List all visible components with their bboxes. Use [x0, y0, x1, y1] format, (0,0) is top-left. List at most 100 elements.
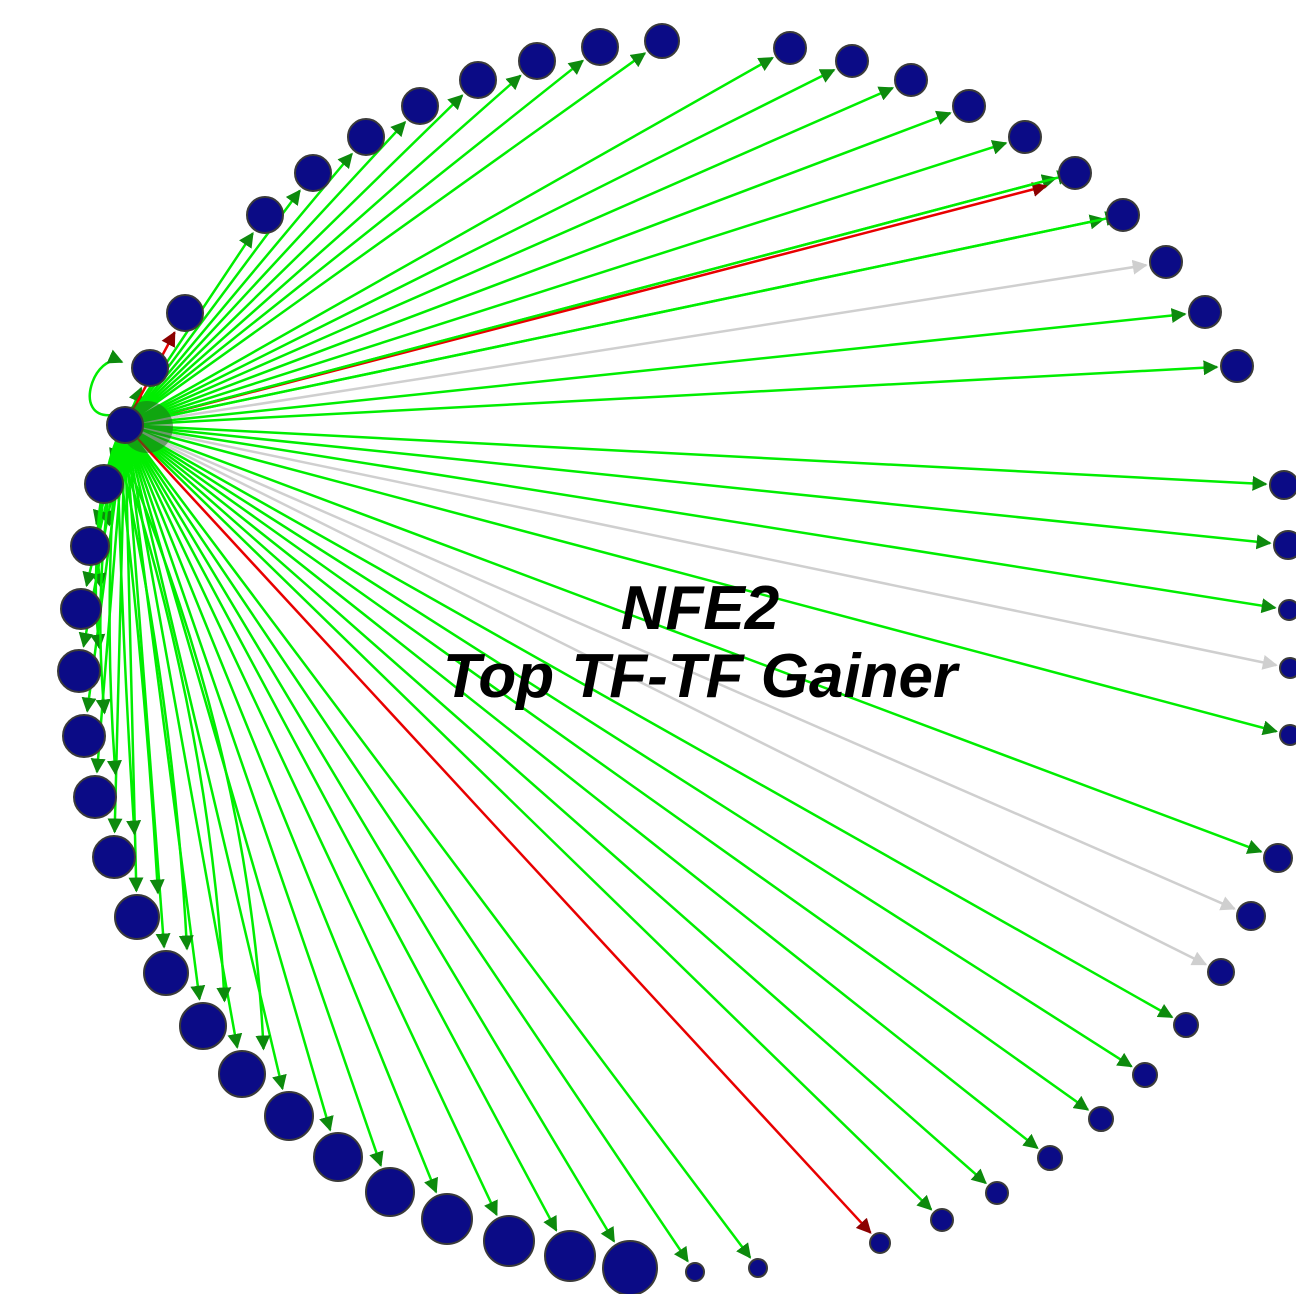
node-n55 — [70, 526, 110, 566]
edge-gain-n21 — [124, 360, 1219, 427]
node-n32 — [1088, 1106, 1114, 1132]
node-n23 — [1273, 530, 1296, 560]
edge-gain-n31 — [124, 423, 1133, 1068]
node-n07 — [459, 61, 497, 99]
edge-gain-n14 — [124, 110, 952, 427]
node-n12 — [835, 44, 869, 78]
node-n24 — [1278, 599, 1296, 621]
node-n56 — [84, 464, 124, 504]
node-n10 — [644, 23, 680, 59]
edge-gain-n07 — [124, 94, 464, 426]
self-loop-edge — [88, 349, 124, 417]
edge-gain-n06 — [124, 121, 407, 426]
edge-gain-n12 — [124, 68, 836, 427]
node-n31 — [1132, 1062, 1158, 1088]
node-n20 — [1149, 245, 1183, 279]
edge-gain-n08 — [124, 74, 522, 426]
node-n36 — [869, 1232, 891, 1254]
edge-gain-n32 — [124, 423, 1090, 1111]
node-n17 — [1106, 198, 1140, 232]
node-n54 — [60, 588, 102, 630]
node-n38 — [685, 1262, 705, 1282]
edge-layer — [78, 52, 1278, 1263]
node-n47 — [179, 1002, 227, 1050]
edge-neutral-n29 — [124, 423, 1208, 966]
diagram-title: NFE2 Top TF-TF Gainer — [300, 575, 1100, 711]
edge-neutral-n25 — [124, 423, 1278, 670]
node-n37 — [748, 1258, 768, 1278]
node-n04 — [294, 154, 332, 192]
node-n08 — [518, 42, 556, 80]
title-line-subtitle: Top TF-TF Gainer — [442, 642, 958, 711]
node-n13 — [894, 63, 928, 97]
node-n06 — [401, 87, 439, 125]
node-n41 — [483, 1215, 535, 1267]
edge-gain-n40 — [123, 424, 558, 1232]
node-n49 — [114, 894, 160, 940]
node-n16 — [1058, 156, 1092, 190]
edge-gain-n09 — [124, 59, 584, 426]
node-n46 — [218, 1050, 266, 1098]
node-n21 — [1220, 349, 1254, 383]
edge-gain-n38 — [123, 424, 689, 1263]
node-n39 — [602, 1240, 658, 1296]
edge-gain-n33 — [124, 424, 1039, 1150]
edge-gain-n41 — [123, 424, 498, 1217]
edge-gain-n19 — [124, 308, 1187, 427]
node-n25 — [1279, 657, 1296, 679]
node-n05 — [347, 118, 385, 156]
edge-gain-n58 — [124, 170, 1073, 427]
edge-side-n49 — [115, 438, 165, 895]
edge-gain-n49 — [123, 424, 144, 893]
node-n50 — [92, 835, 136, 879]
edge-gain-n22 — [124, 423, 1268, 491]
node-n53 — [57, 649, 101, 693]
node-n19 — [1188, 295, 1222, 329]
node-n26 — [1279, 724, 1296, 746]
edge-gain-n45 — [123, 424, 287, 1091]
node-n15 — [1008, 120, 1042, 154]
edge-gain-n11 — [124, 56, 774, 427]
node-n01 — [131, 349, 169, 387]
edge-side-n48 — [115, 438, 194, 951]
edge-gain-n57 — [124, 211, 1121, 427]
edge-gain-n42 — [123, 424, 438, 1194]
edge-gain-n26 — [124, 423, 1278, 736]
edge-gain-n39 — [123, 424, 616, 1243]
edge-gain-n24 — [124, 423, 1277, 614]
node-n02 — [166, 294, 204, 332]
node-n28 — [1236, 901, 1266, 931]
title-line-gene: NFE2 — [620, 574, 780, 643]
node-n33 — [1037, 1145, 1063, 1171]
edge-gain-n35 — [124, 424, 933, 1211]
edge-gain-n34 — [124, 424, 987, 1185]
node-n11 — [773, 31, 807, 65]
node-n52 — [62, 714, 106, 758]
node-n14 — [952, 89, 986, 123]
node-n03 — [246, 196, 284, 234]
edge-gain-n47 — [123, 424, 206, 1001]
node-n44 — [313, 1132, 363, 1182]
node-n34 — [985, 1181, 1009, 1205]
edge-gain-n23 — [124, 423, 1272, 550]
edge-gain-n27 — [124, 423, 1263, 854]
edge-gain-n10 — [124, 52, 647, 427]
node-n45 — [264, 1091, 314, 1141]
node-n09 — [581, 28, 619, 66]
node-n22 — [1269, 470, 1296, 500]
edge-side-n47 — [115, 438, 232, 1003]
node-n42 — [421, 1193, 473, 1245]
edge-side-n46 — [115, 438, 271, 1051]
node-n27 — [1263, 843, 1293, 873]
edge-neutral-n28 — [124, 423, 1236, 911]
edge-gain-n13 — [124, 86, 895, 427]
node-n40 — [544, 1230, 596, 1282]
edge-gain-n37 — [124, 424, 752, 1259]
node-n48 — [143, 950, 189, 996]
hub-node — [106, 406, 144, 444]
node-n30 — [1173, 1012, 1199, 1038]
node-n35 — [930, 1208, 954, 1232]
edge-loss-n36 — [124, 424, 872, 1234]
